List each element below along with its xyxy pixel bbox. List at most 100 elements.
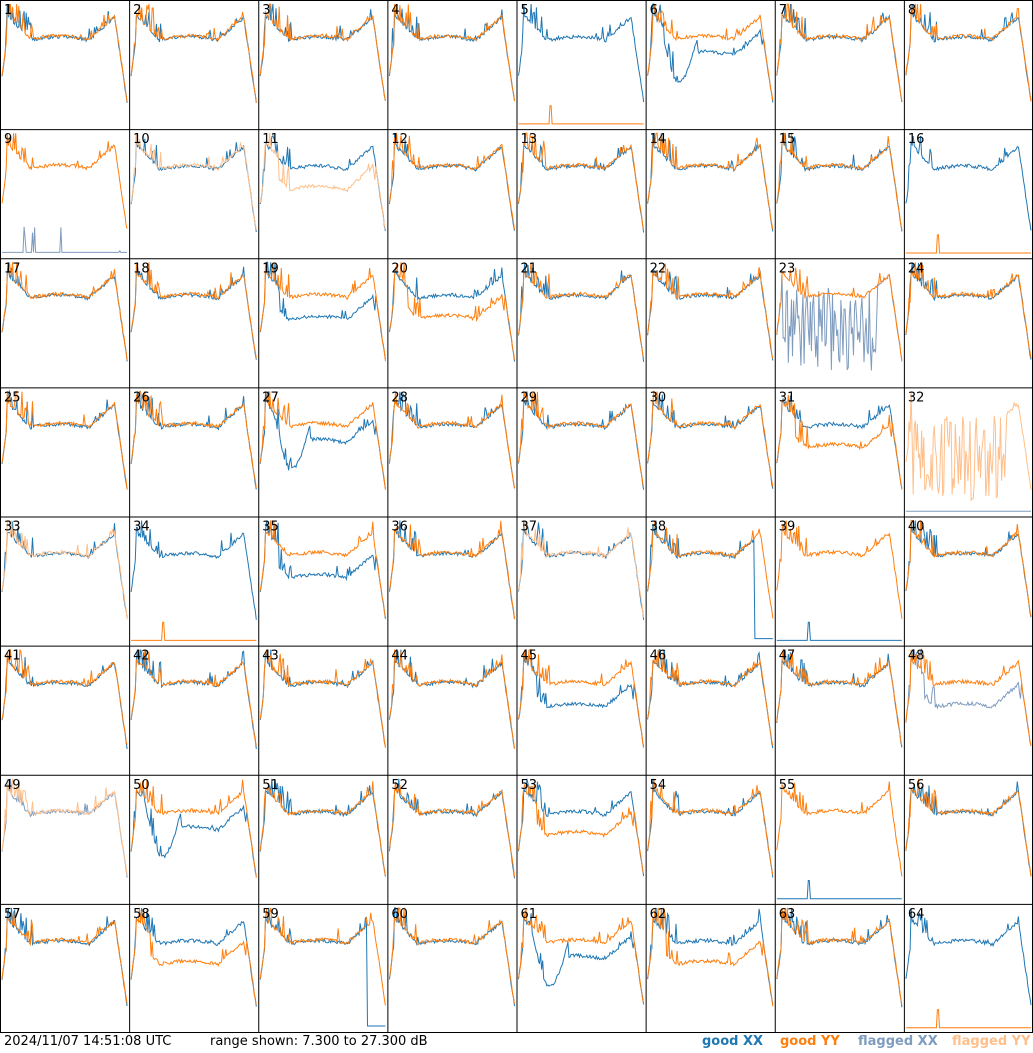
series-good-xx-tile-8: [905, 3, 1032, 101]
series-good-yy-tile-21: [518, 262, 645, 359]
tile-54: 54: [647, 778, 774, 878]
series-good-xx-tile-58: [130, 907, 257, 1007]
series-good-xx-tile-30: [647, 394, 774, 489]
series-good-yy-tile-24: [905, 262, 1032, 358]
series-good-yy-tile-17: [1, 262, 128, 361]
tile-label-12: 12: [391, 132, 408, 147]
tile-42: 42: [130, 649, 257, 750]
legend-good-yy: good YY: [780, 1034, 840, 1049]
tile-label-7: 7: [779, 3, 787, 18]
tile-17: 17: [1, 261, 128, 362]
tile-23: 23: [776, 261, 903, 371]
tile-label-9: 9: [4, 132, 12, 147]
series-good-yy-tile-20: [388, 262, 515, 360]
tile-43: 43: [259, 649, 386, 748]
series-flagged-xx-tile-48: [905, 649, 1032, 747]
series-good-yy-tile-12: [388, 133, 515, 230]
tile-45: 45: [518, 648, 645, 748]
tile-22: 22: [647, 261, 774, 361]
tile-15: 15: [776, 132, 903, 232]
tile-32: 32: [905, 390, 1032, 512]
series-good-yy-tile-23: [776, 267, 903, 360]
series-flagged-yy-tile-37: [518, 521, 645, 618]
series-good-yy-tile-40: [905, 520, 1032, 617]
series-good-yy-tile-16: [905, 234, 1031, 254]
series-good-yy-tile-57: [1, 911, 128, 1004]
series-good-xx-tile-25: [1, 389, 128, 490]
tile-7: 7: [776, 3, 903, 103]
series-good-yy-tile-28: [388, 391, 515, 489]
tile-label-41: 41: [4, 649, 21, 664]
tile-label-46: 46: [650, 649, 667, 664]
tile-label-21: 21: [521, 261, 538, 276]
series-good-xx-tile-1: [1, 3, 128, 103]
tile-label-64: 64: [908, 907, 925, 922]
series-good-yy-tile-61: [518, 907, 645, 1004]
tile-label-23: 23: [779, 261, 796, 276]
series-good-yy-tile-30: [647, 390, 774, 487]
tile-label-24: 24: [908, 261, 925, 276]
series-good-yy-tile-54: [647, 778, 774, 876]
series-good-xx-tile-59: [259, 907, 386, 1027]
tile-label-3: 3: [262, 3, 270, 18]
tile-label-2: 2: [133, 3, 141, 18]
series-good-yy-tile-47: [776, 649, 903, 747]
tile-55: 55: [776, 778, 903, 900]
series-good-xx-tile-52: [388, 778, 515, 879]
tile-label-39: 39: [779, 520, 796, 535]
series-good-xx-tile-57: [1, 907, 128, 1007]
tile-label-20: 20: [391, 261, 408, 276]
tile-label-53: 53: [521, 778, 538, 793]
tile-label-17: 17: [4, 261, 21, 276]
series-good-xx-tile-63: [776, 907, 903, 1008]
series-good-yy-tile-5: [518, 105, 644, 125]
tile-30: 30: [647, 390, 774, 489]
series-good-yy-tile-43: [259, 649, 386, 748]
tile-label-56: 56: [908, 778, 925, 793]
tile-8: 8: [905, 3, 1032, 102]
tile-label-14: 14: [650, 132, 667, 147]
series-good-xx-tile-12: [388, 133, 515, 231]
tile-60: 60: [388, 907, 515, 1007]
series-good-yy-tile-27: [259, 391, 386, 490]
tile-50: 50: [130, 778, 257, 878]
series-flagged-yy-tile-33: [1, 520, 128, 620]
tile-label-34: 34: [133, 520, 150, 535]
tile-19: 19: [259, 261, 386, 362]
tile-28: 28: [388, 390, 515, 489]
tile-label-26: 26: [133, 390, 150, 405]
series-good-xx-tile-36: [388, 520, 515, 620]
series-good-xx-tile-50: [130, 788, 257, 877]
series-good-yy-tile-9: [1, 133, 128, 229]
series-good-xx-tile-39: [776, 621, 902, 641]
tile-label-48: 48: [908, 649, 925, 664]
tile-label-54: 54: [650, 778, 667, 793]
series-good-xx-tile-60: [388, 907, 515, 1007]
series-good-yy-tile-19: [259, 262, 386, 362]
series-good-yy-tile-2: [130, 3, 257, 103]
series-good-yy-tile-51: [259, 781, 386, 877]
series-good-yy-tile-56: [905, 778, 1032, 877]
tile-2: 2: [130, 3, 257, 103]
range-label: range shown: 7.300 to 27.300 dB: [210, 1034, 428, 1049]
series-flagged-yy-tile-32: [905, 391, 1032, 502]
tile-label-45: 45: [521, 649, 538, 664]
tile-label-52: 52: [391, 778, 408, 793]
series-good-xx-tile-20: [388, 267, 515, 362]
tile-label-22: 22: [650, 261, 667, 276]
series-good-yy-tile-64: [905, 1009, 1031, 1029]
tile-label-10: 10: [133, 132, 150, 147]
tile-label-43: 43: [262, 649, 279, 664]
legend-flagged-xx: flagged XX: [858, 1034, 938, 1049]
tile-39: 39: [776, 520, 903, 641]
series-good-yy-tile-3: [259, 3, 386, 101]
tile-label-33: 33: [4, 520, 21, 535]
series-flagged-xx-tile-23: [776, 272, 903, 371]
tile-label-6: 6: [650, 3, 658, 18]
series-flagged-yy-tile-11: [259, 133, 386, 230]
tile-31: 31: [776, 390, 903, 490]
series-good-xx-tile-31: [776, 395, 903, 489]
series-good-yy-tile-31: [776, 394, 903, 490]
tile-11: 11: [259, 132, 386, 232]
series-good-yy-tile-45: [518, 648, 645, 748]
